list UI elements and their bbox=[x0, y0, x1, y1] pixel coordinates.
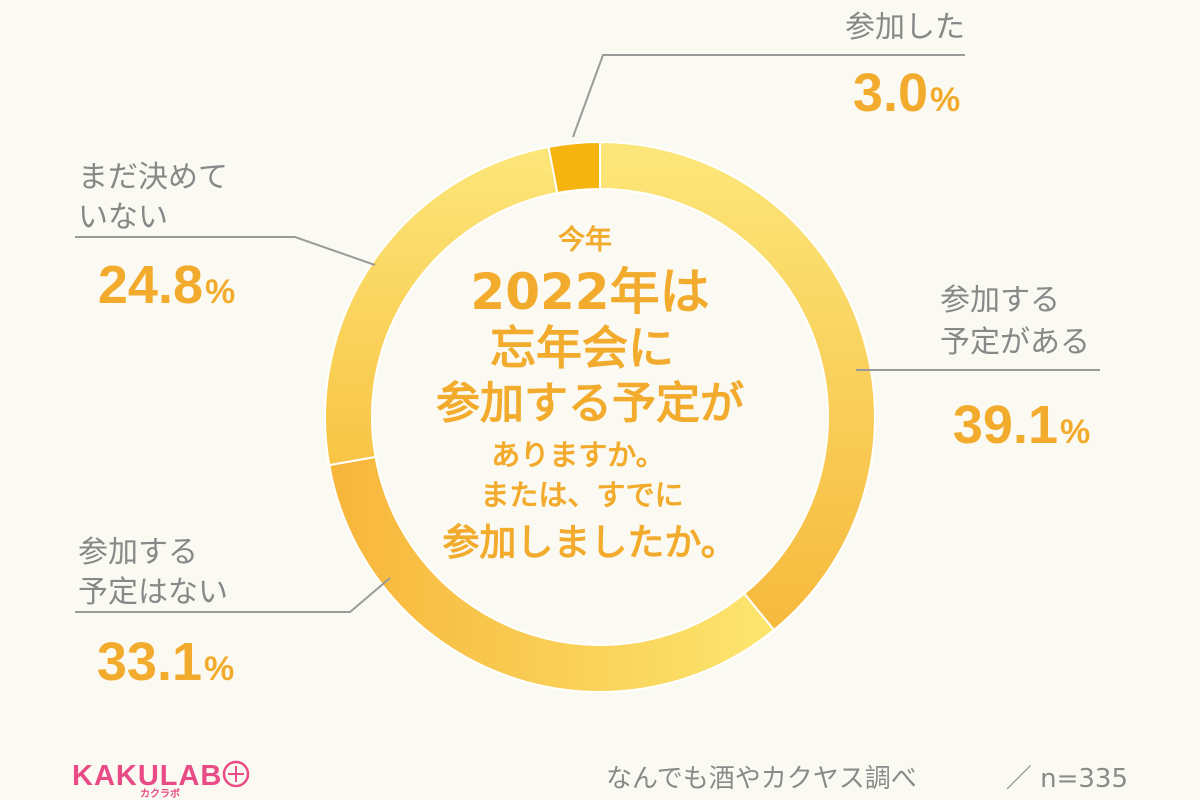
label-not-planning-value: 33.1 bbox=[97, 632, 202, 692]
center-line-2: 2022年は bbox=[470, 263, 709, 321]
center-line-3: 忘年会に bbox=[490, 321, 674, 375]
source-credit: なんでも酒やカクヤス調べ bbox=[606, 764, 917, 794]
label-undecided: まだ決めて いない 24.8 % bbox=[78, 160, 235, 315]
logo-o-cross bbox=[228, 766, 244, 782]
label-planning: 参加する 予定がある 39.1 % bbox=[940, 283, 1090, 455]
label-joined-text-1: 参加した bbox=[845, 10, 965, 45]
sample-size: ／ n=335 bbox=[1006, 764, 1128, 794]
leader-line-undecided bbox=[75, 236, 376, 266]
center-line-6: または、すでに bbox=[480, 478, 683, 512]
label-planning-text-2: 予定がある bbox=[940, 325, 1090, 360]
logo-wordmark: KAKULAB bbox=[72, 760, 222, 792]
label-not-planning-text-2: 予定はない bbox=[78, 575, 228, 610]
label-not-planning: 参加する 予定はない 33.1 % bbox=[78, 535, 234, 692]
leader-line-not-planning bbox=[75, 577, 391, 613]
label-undecided-unit: % bbox=[205, 273, 235, 311]
label-joined-value: 3.0 bbox=[853, 63, 928, 123]
label-not-planning-unit: % bbox=[204, 650, 234, 688]
center-line-7: 参加しましたか。 bbox=[442, 521, 737, 564]
slice-undecided bbox=[324, 145, 559, 467]
center-line-5: ありますか。 bbox=[491, 438, 664, 472]
label-planning-unit: % bbox=[1060, 413, 1090, 451]
label-joined: 参加した 3.0 % bbox=[845, 10, 965, 123]
label-undecided-value: 24.8 bbox=[98, 255, 203, 315]
leader-line-joined bbox=[572, 54, 965, 138]
label-joined-unit: % bbox=[930, 81, 960, 119]
logo-o-mark bbox=[222, 760, 250, 788]
kakulab-logo: KAKULAB カクラボ bbox=[72, 760, 250, 800]
label-undecided-text-1: まだ決めて bbox=[78, 160, 228, 195]
label-undecided-text-2: いない bbox=[78, 200, 168, 235]
center-line-1: 今年 bbox=[558, 224, 612, 256]
logo-subtitle: カクラボ bbox=[140, 787, 180, 800]
label-not-planning-text-1: 参加する bbox=[78, 535, 198, 570]
center-question: 今年 2022年は 忘年会に 参加する予定が ありますか。 または、すでに 参加… bbox=[436, 224, 744, 564]
label-planning-value: 39.1 bbox=[953, 395, 1058, 455]
donut-slices bbox=[324, 140, 876, 693]
center-line-4: 参加する予定が bbox=[436, 378, 744, 429]
label-planning-text-1: 参加する bbox=[940, 283, 1060, 318]
